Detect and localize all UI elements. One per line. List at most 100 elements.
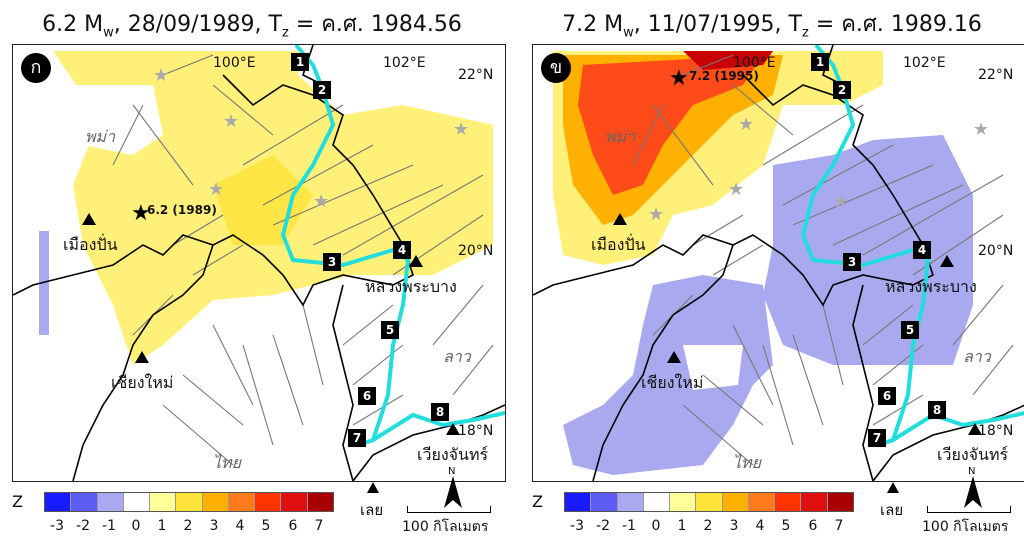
z-negative-west (563, 275, 773, 475)
swatch (591, 493, 618, 511)
tri-luang-prabang (940, 255, 954, 267)
city-loei: เลย (360, 501, 384, 519)
swatch (643, 493, 671, 511)
eq-star: ★ (669, 66, 689, 91)
city-muang-pan: เมืองปั่น (63, 235, 118, 254)
country-lao: ลาว (443, 347, 471, 366)
scale-bar (927, 506, 1011, 513)
legend-z-label: Z (12, 492, 23, 511)
river-point-7: 7 (868, 429, 886, 447)
lat-22-label: 22°N (458, 67, 494, 83)
river-point-1: 1 (291, 53, 309, 71)
svg-text:★: ★ (648, 204, 664, 225)
panel-a: 6.2 Mw, 28/09/1989, Tz = ค.ศ. 1984.56 (0, 0, 506, 551)
lon-100-label: 100°E (213, 55, 256, 71)
river-point-8: 8 (928, 401, 946, 419)
country-thai: ไทย (733, 453, 761, 472)
city-vientiane: เวียงจันทร์ (417, 445, 489, 464)
tri-chiang-mai (667, 351, 681, 363)
country-thai: ไทย (213, 453, 241, 472)
lat-20-label: 20°N (978, 243, 1014, 259)
tri-loei (887, 482, 899, 493)
swatch (228, 493, 256, 511)
lat-18-label: 18°N (458, 423, 494, 439)
tick: 7 (314, 518, 324, 534)
scale-ticks: -3 -2 -1 0 1 2 3 4 5 6 7 (44, 518, 344, 538)
river-point-7: 7 (348, 429, 366, 447)
swatch (255, 493, 282, 511)
fault-lines (112, 54, 494, 466)
map-a: ★ ★ ★ ★ ★ ★ ก 6.2 (1989) 100°E 102°E 22°N … (12, 44, 506, 482)
river-point-2: 2 (833, 81, 851, 99)
grey-stars: ★ ★ ★ ★ ★ (153, 65, 469, 212)
z-darkred-region (683, 51, 773, 70)
mekong-river (280, 45, 505, 447)
river-point-8: 8 (431, 403, 449, 421)
panel-b: 7.2 Mw, 11/07/1995, Tz = ค.ศ. 1989.16 (520, 0, 1024, 551)
scale-label: 100 กิโลเมตร (402, 519, 489, 535)
tick: 5 (261, 518, 271, 534)
legend-a: Z -3 -2 -1 0 1 2 3 4 5 6 7 เลย N 100 กิโ… (12, 466, 504, 548)
river-point-3: 3 (323, 253, 341, 271)
tick: 5 (781, 518, 791, 534)
mekong-river (800, 45, 1024, 447)
legend-b: Z -3 -2 -1 0 1 2 3 4 5 6 7 เลย N 100 กิโ… (532, 466, 1024, 548)
map-a-svg: ★ ★ ★ ★ ★ ★ (13, 45, 505, 481)
z-red-region (578, 55, 763, 195)
city-vientiane: เวียงจันทร์ (937, 445, 1009, 464)
svg-text:★: ★ (453, 119, 469, 140)
lat-18-label: 18°N (978, 423, 1014, 439)
lon-102-label: 102°E (903, 55, 946, 71)
country-borders (13, 45, 505, 481)
tri-vientiane (968, 423, 982, 435)
svg-text:★: ★ (208, 179, 224, 200)
color-scale (44, 492, 334, 512)
city-chiang-mai: เชียงใหม่ (641, 373, 704, 392)
swatch (722, 493, 749, 511)
grey-stars: ★ ★ ★ ★ ★ (648, 114, 989, 225)
scale-label: 100 กิโลเมตร (922, 519, 1009, 535)
swatch (202, 493, 229, 511)
city-luang-prabang: หลวงพระบาง (365, 277, 457, 296)
lat-20-label: 20°N (458, 243, 494, 259)
tick: 1 (677, 518, 687, 534)
lon-102-label: 102°E (383, 55, 426, 71)
river-point-5: 5 (381, 321, 399, 339)
legend-z-label: Z (532, 492, 543, 511)
country-burma: พม่า (605, 127, 636, 146)
swatch (123, 493, 151, 511)
country-burma: พม่า (85, 127, 116, 146)
tick: 2 (703, 518, 713, 534)
svg-text:★: ★ (223, 111, 239, 132)
z-white-hole (73, 85, 163, 155)
north-arrow-icon (444, 476, 462, 508)
swatch (45, 493, 72, 511)
river-point-3: 3 (843, 253, 861, 271)
swatch (748, 493, 776, 511)
map-b: ★ ★ ★ ★ ★ ★ ข 7.2 (1995) 100°E 102°E 22°N … (532, 44, 1024, 482)
north-label: N (968, 466, 976, 477)
tick: -2 (596, 518, 610, 534)
swatch (801, 493, 828, 511)
swatch (670, 493, 697, 511)
country-lao: ลาว (963, 347, 991, 366)
svg-text:★: ★ (833, 191, 849, 212)
swatch (176, 493, 203, 511)
city-chiang-mai: เชียงใหม่ (111, 373, 174, 392)
fault-lines (632, 54, 1014, 466)
tick: 3 (209, 518, 219, 534)
tick: -3 (570, 518, 584, 534)
tick: 6 (288, 518, 298, 534)
lat-22-label: 22°N (978, 67, 1014, 83)
river-point-6: 6 (358, 387, 376, 405)
tick: 2 (183, 518, 193, 534)
z-white-hole-b (683, 345, 743, 390)
eq-label: 7.2 (1995) (689, 69, 759, 83)
tri-loei (367, 482, 379, 493)
city-luang-prabang: หลวงพระบาง (885, 277, 977, 296)
river-point-2: 2 (313, 81, 331, 99)
river-point-4: 4 (913, 241, 931, 259)
swatch (565, 493, 592, 511)
tick: 3 (729, 518, 739, 534)
country-borders (533, 45, 1024, 481)
